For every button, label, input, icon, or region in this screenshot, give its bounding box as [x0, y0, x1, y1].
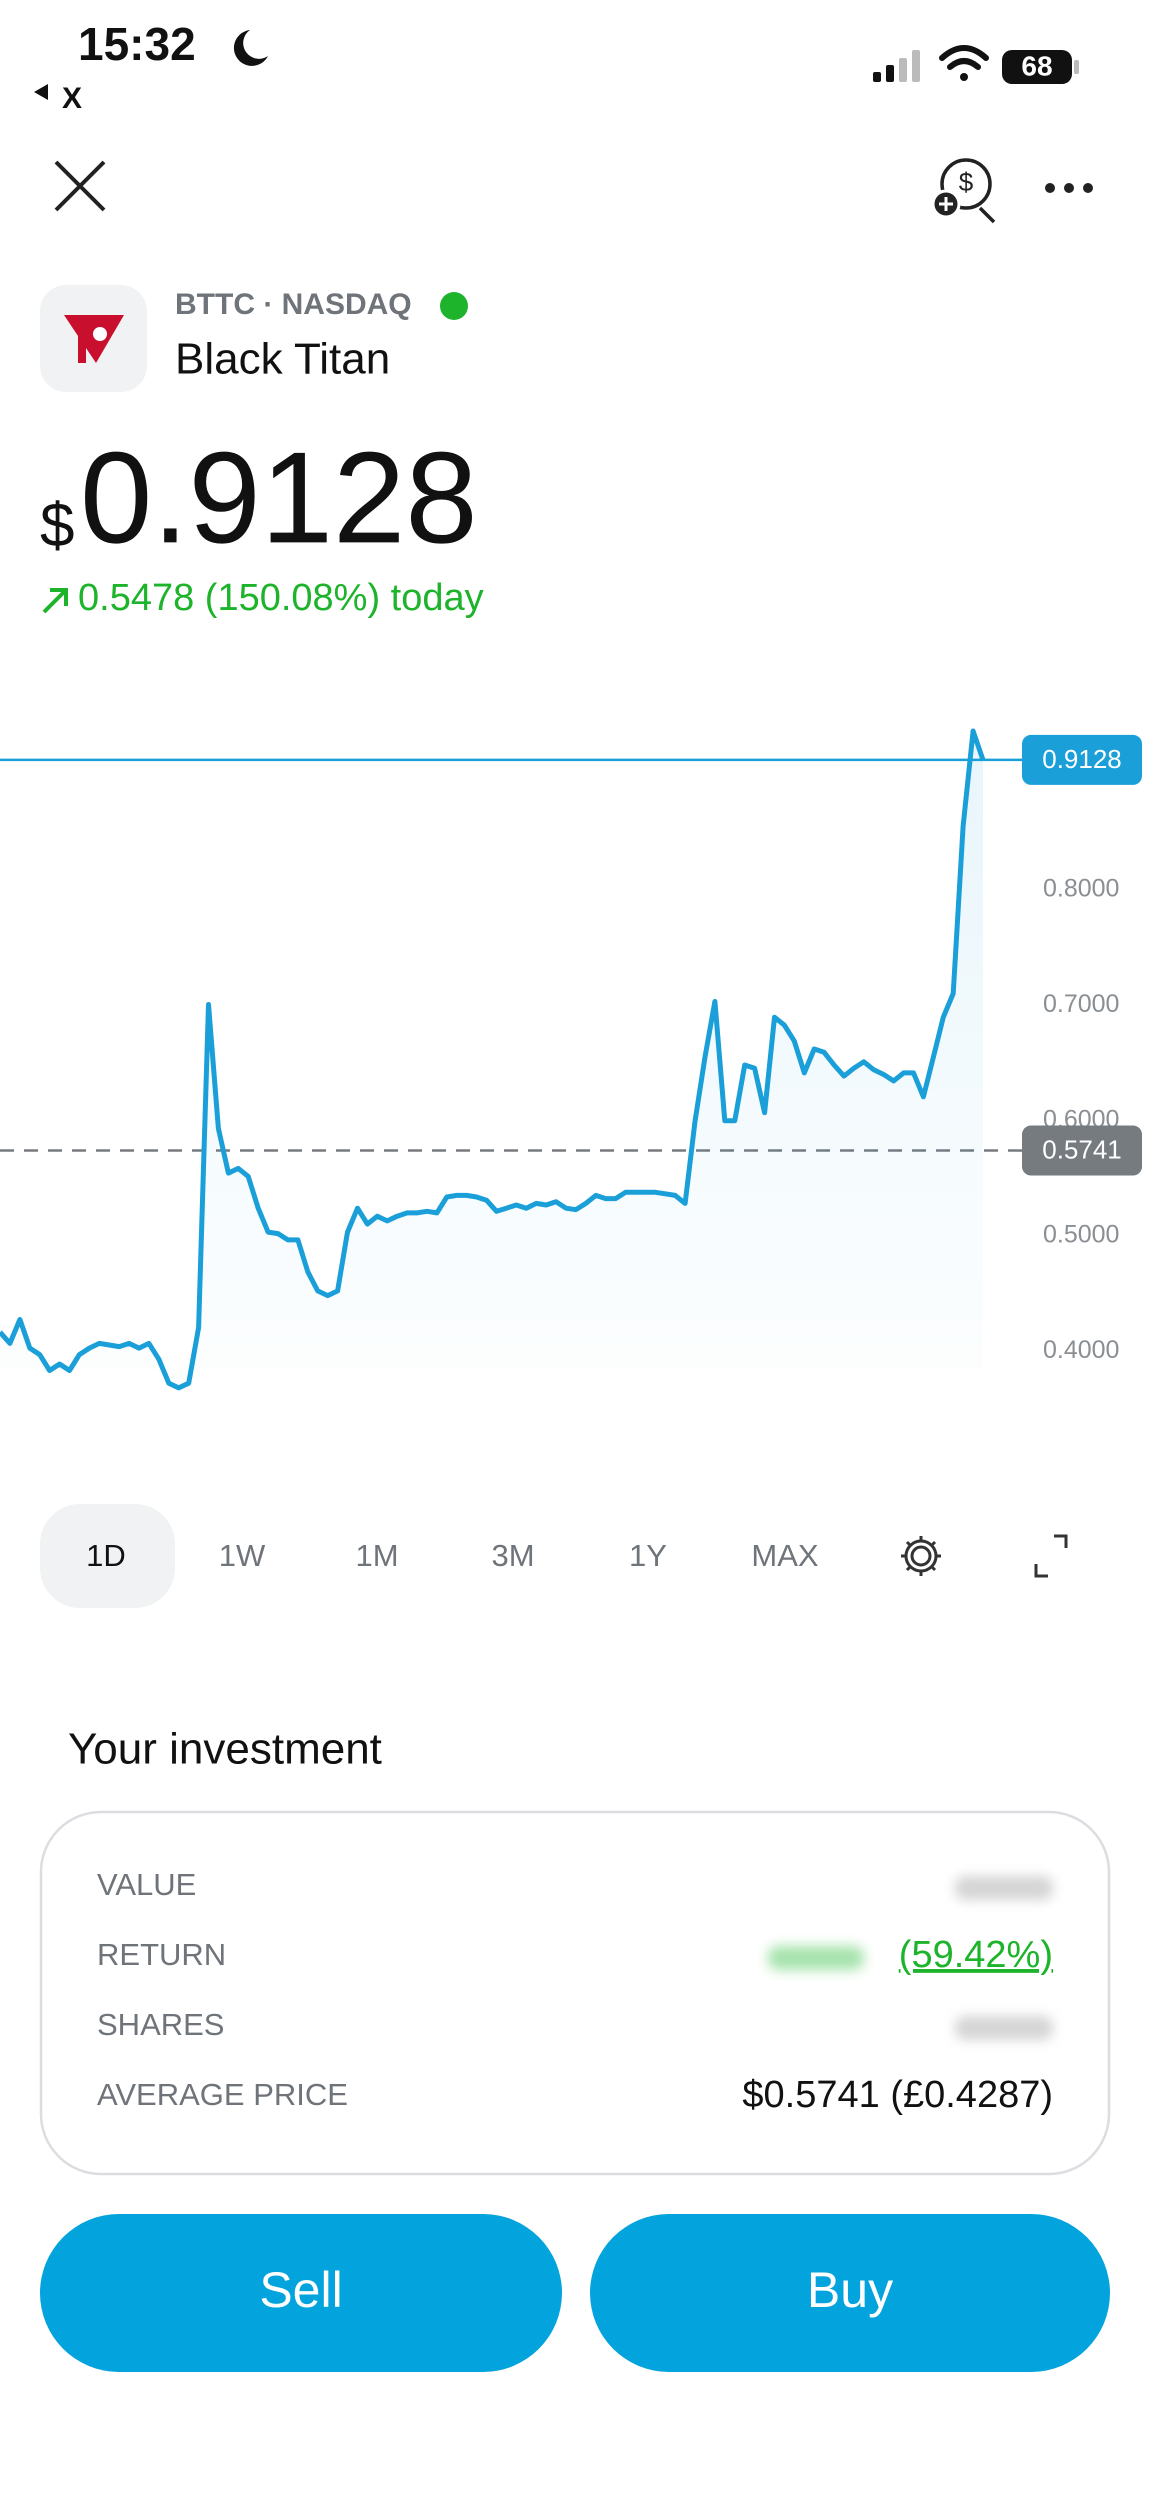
investment-title: Your investment: [68, 1725, 382, 1774]
reference-badge: [1022, 734, 1142, 785]
reference-badge: [1022, 1125, 1142, 1176]
price-area: [0, 731, 983, 1388]
price-chart: 0.40000.50000.60000.70000.80000.91280.57…: [0, 728, 1142, 1391]
range-option[interactable]: 3M: [491, 1538, 534, 1573]
investment-card: [39, 1810, 1111, 2176]
range-option[interactable]: 1M: [355, 1538, 398, 1573]
status-time: 15:32: [78, 18, 196, 70]
row-label: RETURN: [97, 1937, 226, 1972]
back-arrow: [34, 84, 48, 100]
market-open-dot: [440, 292, 468, 320]
range-option[interactable]: 1Y: [629, 1538, 667, 1573]
battery-level: 68: [1021, 50, 1052, 81]
alert-icon-glyph: $: [959, 167, 974, 197]
close-button[interactable]: [54, 160, 106, 212]
sell-label: Sell: [259, 2262, 342, 2318]
alert-button[interactable]: $: [931, 158, 996, 224]
price-line: [0, 728, 986, 1391]
battery-icon: [1002, 50, 1072, 84]
row-label: SHARES: [97, 2007, 224, 2042]
y-tick-label: 0.4000: [1043, 1336, 1119, 1364]
y-tick-label: 0.5000: [1043, 1221, 1119, 1249]
reference-label: 0.9128: [1042, 744, 1122, 774]
fullscreen-button[interactable]: [1034, 1534, 1068, 1578]
hidden-value: [955, 1876, 1053, 1900]
back-app[interactable]: X: [62, 82, 82, 115]
hidden-return: [768, 1946, 864, 1970]
range-selector: 1D 1W 1M 3M 1Y MAX: [86, 1538, 819, 1573]
chart-settings-button[interactable]: [901, 1536, 941, 1576]
return-percent[interactable]: (59.42%): [899, 1934, 1053, 1976]
sell-button[interactable]: [40, 2214, 562, 2372]
y-tick-label: 0.7000: [1043, 990, 1119, 1018]
buy-button[interactable]: [590, 2214, 1110, 2372]
ticker: BTTC · NASDAQ: [175, 288, 412, 321]
wifi-icon: [939, 45, 989, 81]
range-option[interactable]: 1D: [86, 1538, 126, 1573]
more-button[interactable]: [1045, 183, 1093, 193]
range-selected-bg: [40, 1504, 175, 1608]
y-tick-label: 0.8000: [1043, 875, 1119, 903]
row-label: VALUE: [97, 1867, 196, 1902]
stock-logo-mark: [64, 315, 124, 363]
range-option[interactable]: MAX: [751, 1538, 819, 1573]
moon-icon: [233, 30, 268, 66]
stock-name: Black Titan: [175, 335, 390, 384]
buy-label: Buy: [807, 2262, 893, 2318]
hidden-shares: [955, 2016, 1053, 2040]
price-currency: $: [40, 491, 74, 560]
price-change: 0.5478 (150.08%) today: [78, 577, 484, 619]
signal-icon: [873, 50, 920, 82]
battery-tip: [1074, 60, 1079, 74]
reference-label: 0.5741: [1042, 1134, 1122, 1164]
average-price: $0.5741 (£0.4287): [742, 2074, 1053, 2116]
range-option[interactable]: 1W: [219, 1538, 266, 1573]
price-value: 0.9128: [80, 424, 478, 570]
change-arrow: [42, 588, 68, 614]
row-label: AVERAGE PRICE: [97, 2077, 348, 2112]
